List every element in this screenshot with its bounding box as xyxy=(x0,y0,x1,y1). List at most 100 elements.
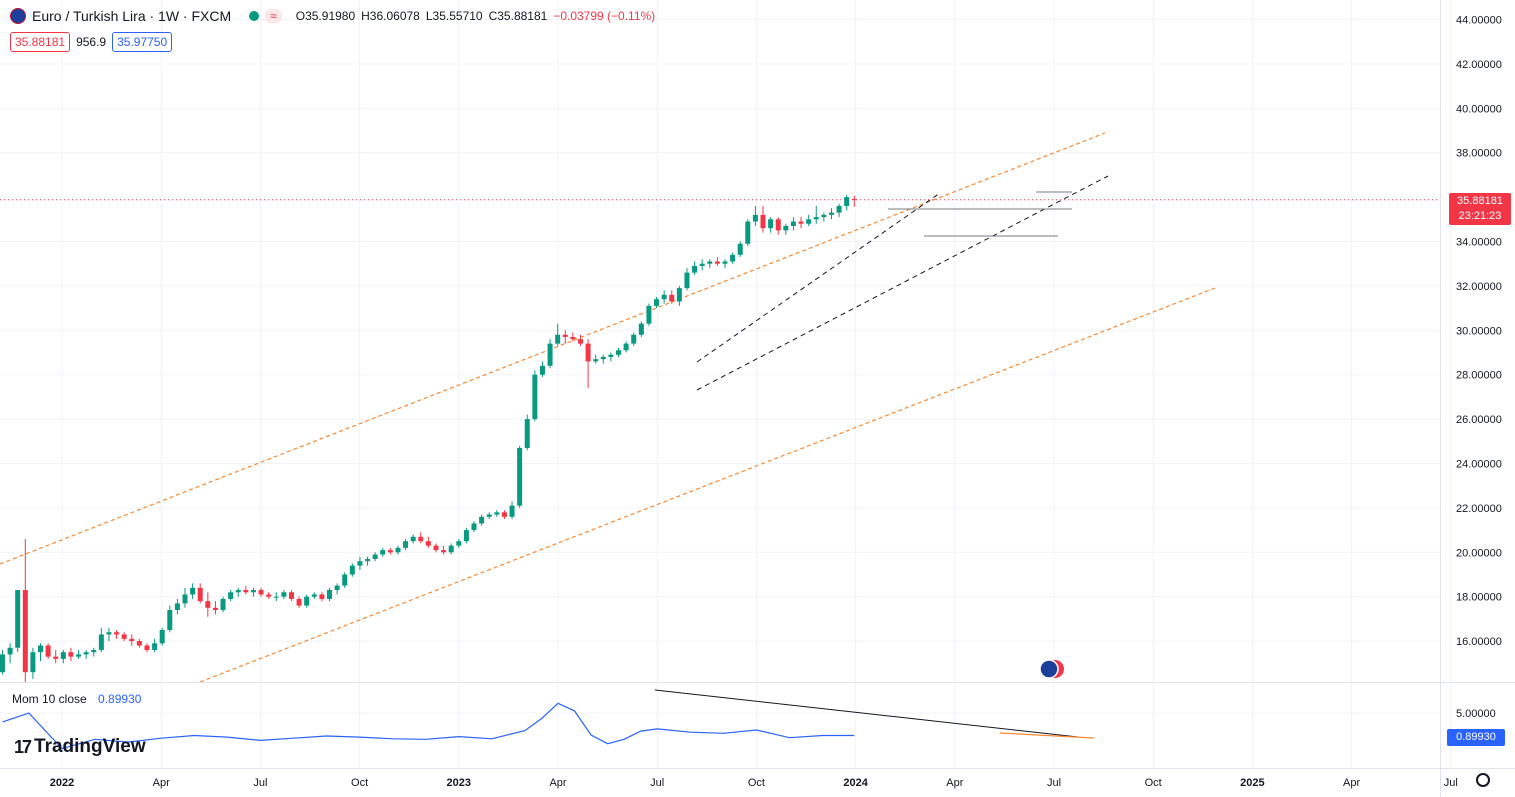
ohlc-low: L35.55710 xyxy=(425,9,483,23)
candle-body xyxy=(813,217,819,220)
x-tick-label: Jul xyxy=(650,777,664,789)
ohlc-change: −0.03799 (−0.11%) xyxy=(553,9,656,23)
market-status-icon[interactable] xyxy=(249,11,260,21)
candle xyxy=(775,217,781,235)
candle-body xyxy=(463,530,469,542)
wave-icon[interactable]: ≈ xyxy=(265,9,282,23)
momentum-divergence-line xyxy=(654,689,1079,738)
candle xyxy=(152,638,158,653)
candle-body xyxy=(76,654,82,657)
lower-channel-line xyxy=(199,287,1216,683)
candle xyxy=(616,348,622,357)
candle xyxy=(813,205,819,224)
rising-channel-lower xyxy=(696,175,1109,391)
y-tick-label: 26.00000 xyxy=(1456,414,1502,426)
candle-body xyxy=(136,641,142,646)
candle xyxy=(68,647,74,662)
candle xyxy=(106,627,112,642)
candle-body xyxy=(479,516,485,524)
candle-body xyxy=(83,652,89,655)
candle xyxy=(273,592,279,602)
candle xyxy=(403,538,409,551)
candle xyxy=(828,208,834,220)
candle xyxy=(585,339,591,389)
tradingview-logo[interactable]: 17 TradingView xyxy=(14,736,146,758)
momentum-value: 0.89930 xyxy=(98,692,142,706)
symbol-legend[interactable]: Euro / Turkish Lira · 1W · FXCM ≈ O35.91… xyxy=(10,8,655,24)
candle-body xyxy=(365,558,371,562)
x-tick-label: Apr xyxy=(549,777,566,789)
candle xyxy=(0,649,5,675)
x-tick-label: Jul xyxy=(1444,777,1458,789)
candle xyxy=(38,643,44,662)
candle-body xyxy=(661,294,667,300)
candle xyxy=(266,592,272,599)
ohlc-close: C35.88181 xyxy=(488,9,548,23)
candle-body xyxy=(593,359,599,362)
sell-button[interactable]: 35.88181 xyxy=(10,32,71,52)
candle xyxy=(410,534,416,544)
candle-body xyxy=(45,645,51,657)
candle-body xyxy=(509,505,515,517)
candle xyxy=(220,596,226,613)
candle-body xyxy=(380,550,386,555)
candle-body xyxy=(228,592,234,599)
candle-body xyxy=(121,634,127,639)
candle-body xyxy=(631,334,637,344)
candle xyxy=(532,370,538,422)
candle-body xyxy=(699,263,705,266)
symbol-title[interactable]: Euro / Turkish Lira · 1W · FXCM xyxy=(32,8,232,24)
candle-body xyxy=(448,545,454,553)
candle xyxy=(517,445,523,508)
settings-icon[interactable] xyxy=(1476,773,1490,787)
candle xyxy=(129,634,135,646)
candle xyxy=(790,217,796,231)
candle xyxy=(821,212,827,222)
candle-body xyxy=(745,221,751,244)
candle-body xyxy=(53,656,59,659)
candle-body xyxy=(220,598,226,611)
candle xyxy=(752,205,758,226)
candle xyxy=(380,547,386,557)
candle xyxy=(577,334,583,346)
candle-body xyxy=(174,603,180,611)
candle-body xyxy=(349,565,355,575)
candle xyxy=(144,643,150,653)
candle xyxy=(768,217,774,233)
candle xyxy=(387,547,393,555)
momentum-price-tag: 0.89930 xyxy=(1447,729,1505,746)
candle-body xyxy=(707,261,713,264)
candle-body xyxy=(760,214,766,229)
y-tick-label: 44.00000 xyxy=(1456,15,1502,27)
y-tick-label: 30.00000 xyxy=(1456,325,1502,337)
candle xyxy=(334,583,340,595)
candle-body xyxy=(676,288,682,302)
events-badge-icon xyxy=(1039,659,1064,679)
candle-body xyxy=(266,594,272,597)
candle xyxy=(45,643,51,659)
candle-body xyxy=(562,334,568,337)
tradingview-wordmark: TradingView xyxy=(34,736,146,757)
candle-body xyxy=(319,594,325,599)
y-tick-label: 28.00000 xyxy=(1456,370,1502,382)
candle-body xyxy=(775,219,781,231)
candle-body xyxy=(524,419,530,448)
candle-body xyxy=(418,536,424,542)
candle xyxy=(669,290,675,304)
candle-body xyxy=(334,585,340,591)
candle-body xyxy=(106,632,112,635)
candle xyxy=(182,587,188,608)
candle-body xyxy=(836,205,842,213)
momentum-legend[interactable]: Mom 10 close 0.89930 xyxy=(12,692,141,706)
candle-body xyxy=(7,647,13,655)
y-tick-label: 24.00000 xyxy=(1456,459,1502,471)
candle xyxy=(684,268,690,291)
buy-button[interactable]: 35.97750 xyxy=(112,32,173,52)
candle xyxy=(851,195,857,207)
candle xyxy=(319,592,325,602)
candle-body xyxy=(190,587,196,595)
candle xyxy=(714,257,720,266)
candle xyxy=(418,532,424,544)
x-tick-label: 2025 xyxy=(1240,777,1264,789)
